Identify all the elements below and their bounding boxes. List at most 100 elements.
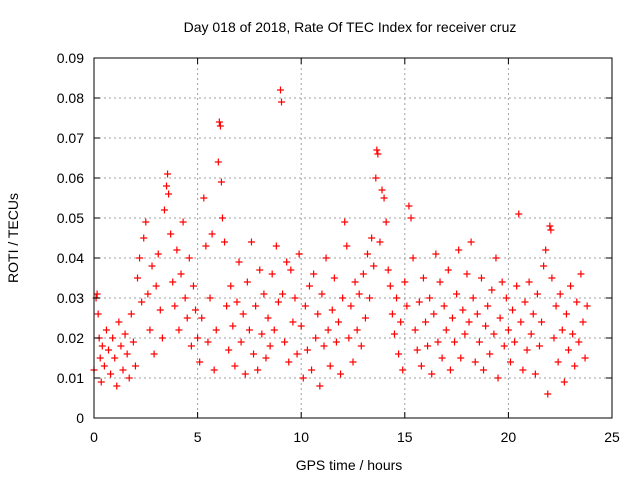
data-point	[395, 350, 403, 358]
data-point	[506, 358, 514, 366]
data-point	[214, 158, 222, 166]
data-point	[215, 118, 223, 126]
ticks-layer: 0 0.01 0.02 0.03 0.04 0.05 0.06 0.07 0.08 0.09 0 5 1…	[57, 50, 620, 445]
data-point	[175, 326, 183, 334]
data-point	[93, 290, 101, 298]
data-point	[183, 314, 191, 322]
data-point	[583, 302, 591, 310]
data-point	[189, 282, 197, 290]
data-point	[428, 370, 436, 378]
y-tick-label: 0.04	[57, 250, 84, 266]
x-tick-label: 15	[397, 429, 413, 445]
data-point	[102, 326, 110, 334]
plot-frame	[93, 57, 613, 419]
data-point	[382, 218, 390, 226]
data-point	[422, 318, 430, 326]
data-point	[517, 318, 525, 326]
data-point	[347, 302, 355, 310]
data-point	[208, 230, 216, 238]
data-point	[345, 334, 353, 342]
data-point	[579, 318, 587, 326]
data-point	[237, 338, 245, 346]
data-point	[515, 210, 523, 218]
data-point	[364, 250, 372, 258]
data-point	[552, 302, 560, 310]
data-point	[196, 358, 204, 366]
data-point	[500, 342, 508, 350]
data-point	[245, 326, 253, 334]
data-point	[212, 326, 220, 334]
data-point	[279, 290, 287, 298]
data-point	[465, 318, 473, 326]
data-point	[268, 270, 276, 278]
data-point	[310, 270, 318, 278]
data-point	[235, 258, 243, 266]
data-point	[490, 330, 498, 338]
grid-layer	[94, 58, 612, 418]
data-point	[432, 250, 440, 258]
data-point	[519, 366, 527, 374]
data-point	[202, 242, 210, 250]
data-point	[140, 234, 148, 242]
data-point	[239, 310, 247, 318]
data-point	[192, 306, 200, 314]
data-point	[482, 322, 490, 330]
data-point	[131, 362, 139, 370]
data-point	[171, 302, 179, 310]
data-point	[542, 246, 550, 254]
data-point	[293, 350, 301, 358]
data-point	[424, 342, 432, 350]
data-point	[405, 202, 413, 210]
data-point	[535, 342, 543, 350]
data-point	[127, 310, 135, 318]
data-point	[546, 222, 554, 230]
data-point	[473, 310, 481, 318]
data-point	[332, 338, 340, 346]
data-point	[562, 310, 570, 318]
data-point	[492, 254, 500, 262]
data-point	[577, 270, 585, 278]
data-point	[386, 282, 394, 290]
data-point	[560, 378, 568, 386]
data-point	[419, 274, 427, 282]
data-point	[109, 334, 117, 342]
data-point	[254, 366, 262, 374]
data-point	[156, 306, 164, 314]
data-point	[538, 318, 546, 326]
data-point	[252, 302, 260, 310]
data-point	[328, 306, 336, 314]
data-point	[260, 290, 268, 298]
data-point	[334, 318, 342, 326]
data-point	[384, 266, 392, 274]
data-point	[567, 282, 575, 290]
data-point	[283, 258, 291, 266]
data-point	[355, 290, 363, 298]
data-point	[461, 330, 469, 338]
data-point	[308, 366, 316, 374]
data-point	[548, 274, 556, 282]
data-point	[177, 270, 185, 278]
data-point	[94, 310, 102, 318]
data-point	[316, 382, 324, 390]
data-point	[152, 282, 160, 290]
data-point	[289, 318, 297, 326]
data-point	[121, 330, 129, 338]
data-point	[160, 206, 168, 214]
data-point	[498, 278, 506, 286]
data-point	[469, 294, 477, 302]
data-point	[164, 170, 172, 178]
y-axis-label: ROTI / TECUs	[5, 193, 21, 283]
data-point	[97, 378, 105, 386]
data-point	[444, 266, 452, 274]
data-point	[146, 326, 154, 334]
data-point	[550, 334, 558, 342]
data-point	[359, 270, 367, 278]
data-point	[390, 330, 398, 338]
data-point	[471, 358, 479, 366]
data-point	[150, 350, 158, 358]
data-point	[154, 250, 162, 258]
data-point	[430, 310, 438, 318]
data-point	[337, 370, 345, 378]
data-point	[270, 326, 278, 334]
